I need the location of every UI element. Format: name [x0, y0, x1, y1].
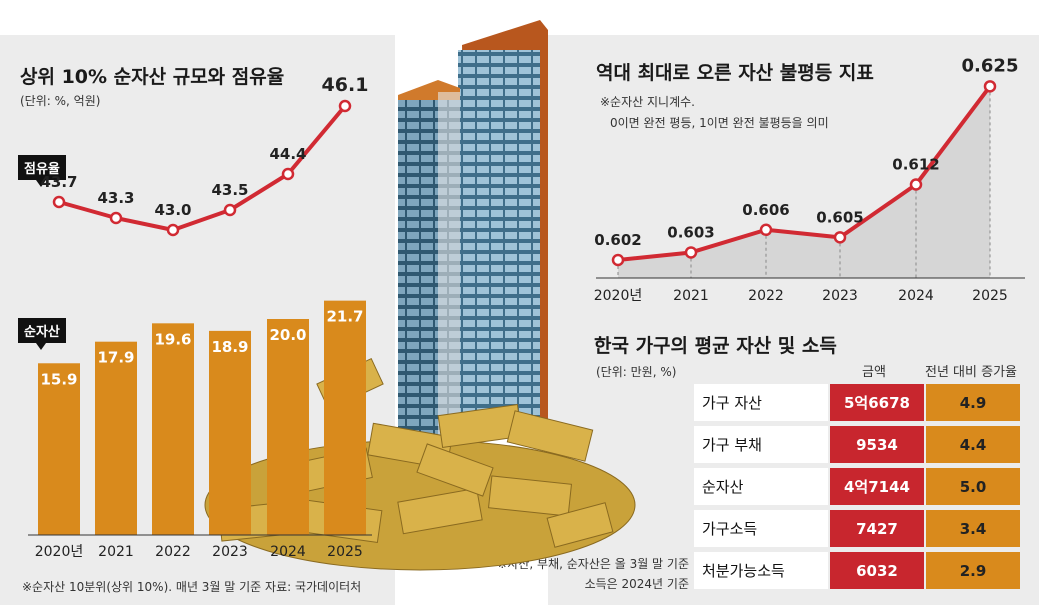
table-row-growth: 4.4: [926, 426, 1020, 463]
gini-value-label: 0.602: [594, 231, 641, 249]
left-chart-footnote: ※순자산 10분위(상위 10%). 매년 3월 말 기준 자료: 국가데이터처: [22, 580, 362, 594]
table-row-label: 처분가능소득: [694, 552, 828, 589]
gini-x-tick-label: 2025: [972, 288, 1008, 304]
table-row-growth: 2.9: [926, 552, 1020, 589]
left-chart-unit-note: (단위: %, 억원): [20, 94, 101, 108]
share-value-label: 43.5: [211, 181, 248, 199]
gini-point-3: [833, 231, 847, 244]
gini-x-tick-label: 2023: [822, 288, 858, 304]
bar-x-tick-label: 2025: [327, 544, 363, 560]
right-chart-note-line1: ※순자산 지니계수.: [600, 95, 695, 109]
bar-x-tick-label: 2024: [270, 544, 306, 560]
share-value-label: 43.3: [97, 189, 134, 207]
gini-value-label: 0.606: [742, 201, 789, 219]
gini-line: [617, 85, 992, 262]
bar-value-label: 21.7: [326, 308, 363, 326]
table-row-label: 가구소득: [694, 510, 828, 547]
right-chart-note-line2: 0이면 완전 평등, 1이면 완전 불평등을 의미: [610, 116, 829, 130]
gini-point-1: [684, 246, 698, 259]
bar-value-label: 17.9: [97, 349, 134, 367]
bar-x-tick-label: 2021: [98, 544, 134, 560]
bar-4: [267, 319, 309, 535]
table-row-amount: 5억6678: [830, 384, 924, 421]
gini-x-tick-label: 2024: [898, 288, 934, 304]
table-row-amount: 7427: [830, 510, 924, 547]
bar-value-label: 19.6: [154, 330, 191, 348]
share-line: [58, 104, 347, 232]
table-row-growth: 3.4: [926, 510, 1020, 547]
networth-tag: 순자산: [18, 318, 66, 350]
share-point-0: [52, 195, 66, 209]
bar-1: [95, 341, 137, 535]
gini-point-0: [611, 253, 625, 267]
left-chart-title: 상위 10% 순자산 규모와 점유율: [20, 66, 285, 88]
share-value-label: 43.7: [40, 173, 77, 191]
bar-value-label: 15.9: [40, 370, 77, 388]
table-row-amount: 6032: [830, 552, 924, 589]
table-row-amount: 4억7144: [830, 468, 924, 505]
gini-value-label: 0.625: [962, 55, 1019, 76]
bar-x-tick-label: 2022: [155, 544, 191, 560]
right-chart-title: 역대 최대로 오른 자산 불평등 지표: [596, 62, 874, 84]
table-unit-note: (단위: 만원, %): [596, 365, 677, 379]
share-value-label: 43.0: [154, 201, 191, 219]
table-footnote-1: ※자산, 부채, 순자산은 올 3월 말 기준: [497, 557, 689, 571]
gini-x-tick-label: 2021: [673, 288, 709, 304]
table-row-growth: 5.0: [926, 468, 1020, 505]
table-row-label: 가구 자산: [694, 384, 828, 421]
bar-2: [152, 323, 194, 535]
gini-value-label: 0.605: [816, 208, 863, 226]
table-row-amount: 9534: [830, 426, 924, 463]
share-value-label: 46.1: [322, 74, 369, 96]
table-row-growth: 4.9: [926, 384, 1020, 421]
gini-x-tick-label: 2022: [748, 288, 784, 304]
share-value-label: 44.4: [269, 145, 306, 163]
bar-3: [209, 330, 251, 535]
gini-value-label: 0.612: [892, 156, 939, 174]
table-row-label: 순자산: [694, 468, 828, 505]
table-row-label: 가구 부채: [694, 426, 828, 463]
share-point-3: [223, 203, 237, 217]
share-tag: 점유율: [18, 155, 66, 187]
bar-value-label: 18.9: [211, 338, 248, 356]
bar-x-tick-label: 2020년: [35, 544, 84, 560]
table-title: 한국 가구의 평균 자산 및 소득: [594, 335, 837, 357]
share-point-5: [338, 99, 352, 113]
bar-5: [324, 300, 366, 535]
gini-point-4: [909, 178, 923, 191]
table-col-growth: 전년 대비 증가율: [925, 365, 1017, 380]
share-point-4: [281, 167, 295, 181]
gini-x-tick-label: 2020년: [594, 288, 643, 304]
gini-area: [618, 86, 990, 278]
share-point-2: [166, 223, 180, 237]
bar-0: [38, 363, 80, 535]
table-footnote-2: 소득은 2024년 기준: [584, 577, 689, 591]
bar-x-tick-label: 2023: [212, 544, 248, 560]
table-col-amount: 금액: [862, 365, 886, 380]
bar-value-label: 20.0: [269, 326, 306, 344]
gini-point-5: [983, 80, 997, 93]
share-point-1: [109, 211, 123, 225]
gini-point-2: [759, 223, 773, 237]
gini-value-label: 0.603: [667, 223, 714, 241]
